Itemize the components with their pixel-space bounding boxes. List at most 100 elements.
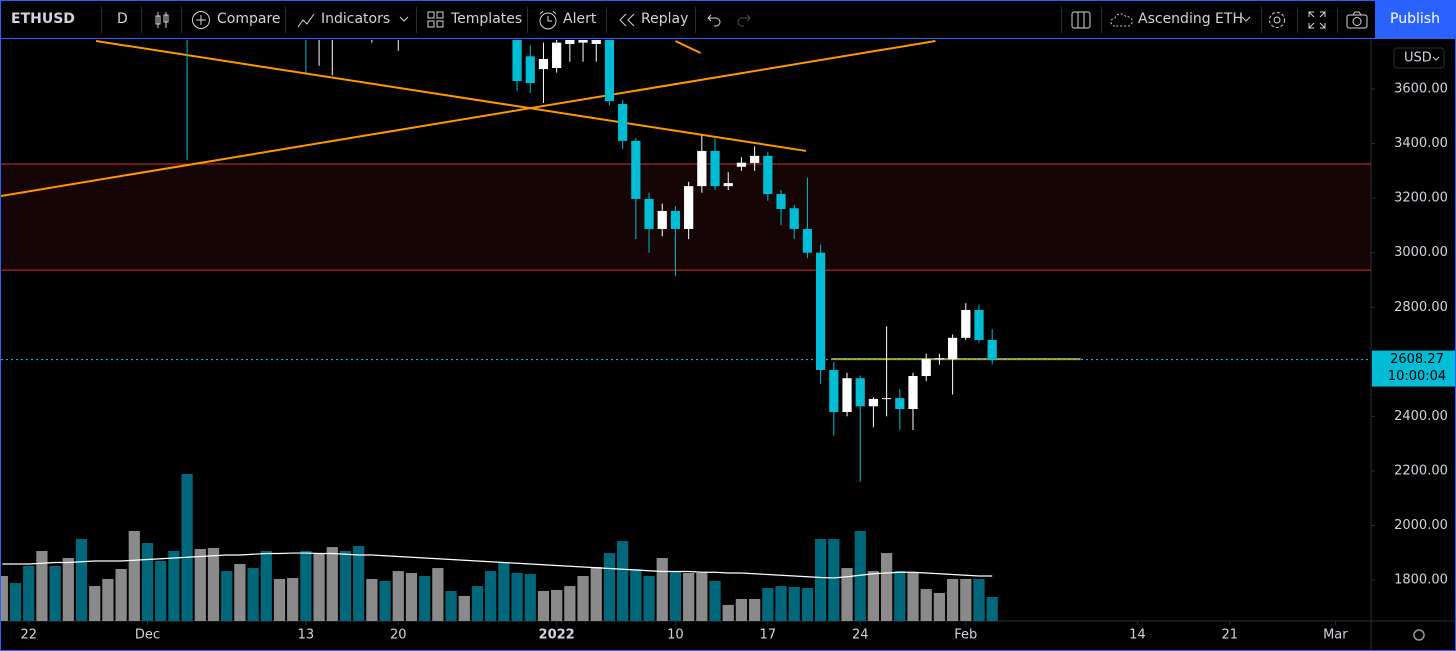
volume-bar <box>801 588 814 621</box>
volume-bar <box>36 550 48 621</box>
layout-icon[interactable] <box>1071 11 1091 29</box>
separator <box>1061 7 1062 33</box>
settings-icon[interactable] <box>1267 10 1287 30</box>
volume-bar <box>762 588 774 621</box>
x-tick-label: 14 <box>1129 628 1146 643</box>
candle-body <box>618 104 628 141</box>
y-tick-label: 2000.00 <box>1394 518 1448 533</box>
candle-body <box>670 210 681 229</box>
countdown: 10:00:04 <box>1388 369 1446 384</box>
volume-bar <box>749 598 761 621</box>
undo-redo[interactable] <box>704 12 754 28</box>
compare-icon[interactable] <box>191 10 211 30</box>
volume-bar <box>485 571 497 621</box>
candle-body <box>604 40 615 102</box>
candle-body <box>842 378 852 413</box>
chevron[interactable] <box>399 16 409 24</box>
volume-bar <box>867 571 880 621</box>
indicators[interactable]: Indicators <box>321 11 391 27</box>
x-tick-label: 10 <box>667 628 684 643</box>
y-tick-label: 2400.00 <box>1394 409 1448 424</box>
volume-bar <box>379 580 391 621</box>
volume-bar <box>128 531 140 621</box>
screenshot-icon[interactable] <box>1346 10 1368 30</box>
chevron[interactable] <box>1241 16 1251 24</box>
volume-bar <box>471 586 484 621</box>
candle-body <box>881 398 892 400</box>
volume-bar <box>155 561 167 621</box>
volume-bar <box>75 538 88 621</box>
volume-bar <box>1 576 8 621</box>
volume-bar <box>287 577 299 621</box>
volume-bar <box>669 571 682 621</box>
candle-body <box>816 252 826 371</box>
candle-body <box>591 40 601 45</box>
candle-body <box>908 376 918 410</box>
volume-bar <box>551 589 563 621</box>
volume-bar <box>696 573 708 621</box>
y-tick-label: 3200.00 <box>1394 191 1448 206</box>
candle-body <box>684 186 694 229</box>
replay[interactable]: Replay <box>641 11 689 27</box>
candle-body <box>657 210 667 229</box>
x-tick-label: Feb <box>954 628 977 643</box>
candle-body <box>987 340 997 360</box>
volume-bar <box>326 547 338 621</box>
volume-bar <box>907 573 919 621</box>
volume-bar <box>946 579 959 621</box>
fullscreen-icon[interactable] <box>1308 11 1326 29</box>
volume-bar <box>353 546 365 621</box>
candle-body <box>710 150 720 187</box>
separator <box>1101 7 1102 33</box>
volume-bar <box>273 579 286 621</box>
settings-icon[interactable] <box>1413 629 1425 641</box>
separator <box>101 7 102 33</box>
y-tick-label: 3600.00 <box>1394 82 1448 97</box>
volume-bar <box>933 592 946 621</box>
chart-type-icon[interactable] <box>153 10 171 30</box>
volume-bar <box>339 550 352 621</box>
volume-bar <box>986 597 998 621</box>
volume-bar <box>300 550 312 621</box>
compare[interactable]: Compare <box>217 11 281 27</box>
currency-select[interactable] <box>1393 47 1445 69</box>
y-tick-label: 3000.00 <box>1394 245 1448 260</box>
templates-icon[interactable] <box>427 11 445 29</box>
volume-bar <box>445 591 457 621</box>
candle-body <box>947 337 958 360</box>
candle-body <box>736 162 747 167</box>
alert-icon[interactable] <box>537 9 559 31</box>
symbol[interactable]: ETHUSD <box>11 11 75 27</box>
volume-bar <box>643 576 655 621</box>
templates[interactable]: Templates <box>451 11 523 27</box>
replay-icon[interactable] <box>618 12 636 28</box>
interval[interactable]: D <box>117 11 128 27</box>
x-tick-label: 21 <box>1222 628 1239 643</box>
volume-bar <box>168 550 180 621</box>
volume-bar <box>511 573 523 621</box>
axes: 1800.002000.002200.002400.002600.002800.… <box>20 82 1455 643</box>
cloud-icon[interactable] <box>1109 11 1135 29</box>
candle-body <box>776 194 786 210</box>
volume-bar <box>630 568 642 621</box>
x-tick-label: 20 <box>390 628 407 643</box>
indicators-icon[interactable] <box>296 10 316 30</box>
alert[interactable]: Alert <box>563 11 597 27</box>
publish-button[interactable]: Publish <box>1375 1 1455 38</box>
volume-bar <box>102 579 114 621</box>
volume-bar <box>603 553 616 621</box>
volume-bar <box>577 576 589 621</box>
volume-bar <box>841 568 853 621</box>
volume-bar <box>815 538 827 621</box>
volume-bar <box>894 571 906 621</box>
y-tick-label: 3400.00 <box>1394 136 1448 151</box>
separator <box>416 7 417 33</box>
candle-body <box>974 309 984 341</box>
volume-bar <box>920 589 932 621</box>
candle-body <box>895 398 905 410</box>
layout-name[interactable]: Ascending ETH <box>1138 11 1243 27</box>
separator <box>1261 7 1262 33</box>
volume-bar <box>709 580 721 621</box>
x-tick-label: Mar <box>1323 628 1348 643</box>
